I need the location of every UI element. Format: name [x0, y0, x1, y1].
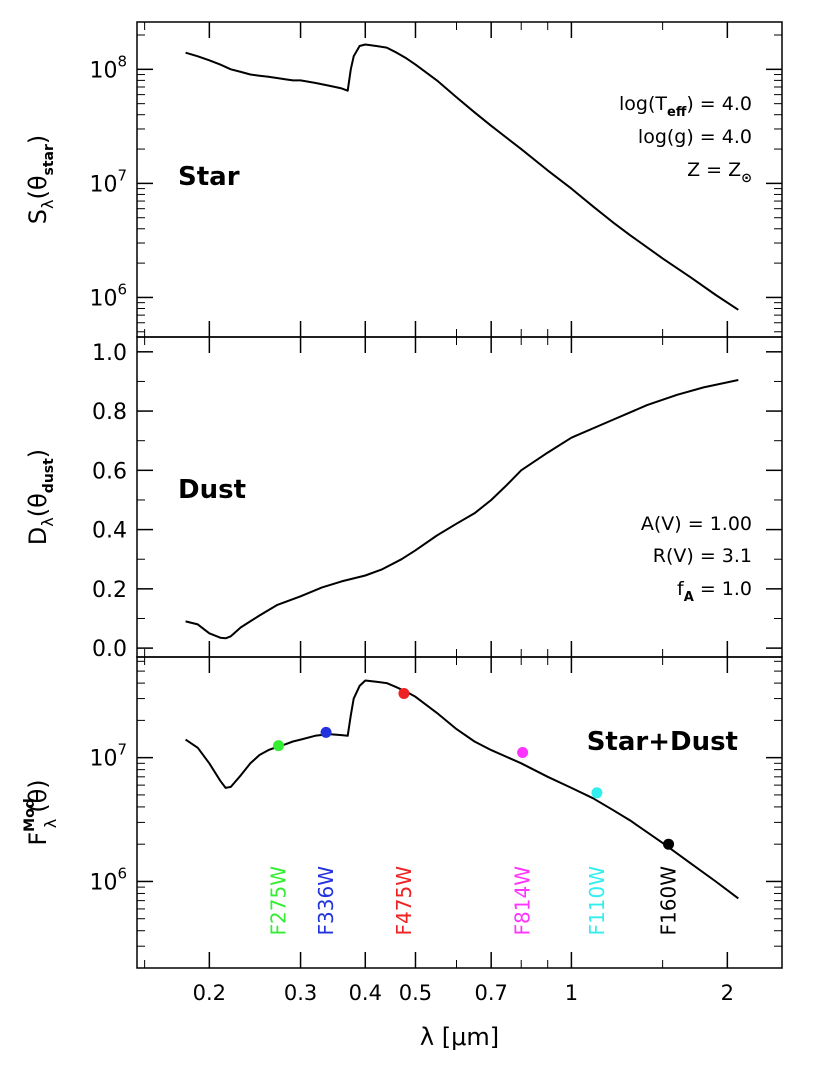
- parameter-annotation: log(g) = 4.0: [638, 126, 752, 148]
- filter-point: [517, 747, 529, 759]
- y-axis-label-argument: (θ: [24, 493, 52, 517]
- series-line: [185, 43, 739, 311]
- filter-point: [663, 838, 675, 850]
- annotation-subscript: ⊙: [741, 171, 752, 186]
- y-tick-label: 108: [89, 52, 127, 83]
- filter-label: F336W: [314, 866, 338, 936]
- x-tick-label: 1: [565, 981, 578, 1005]
- annotation-text: R(V) = 3.1: [653, 545, 752, 567]
- series-line: [185, 679, 739, 900]
- y-tick-label: 107: [89, 741, 127, 772]
- y-tick-label: 1.0: [92, 341, 127, 366]
- parameter-annotation: R(V) = 3.1: [653, 545, 752, 567]
- y-tick-label: 107: [89, 166, 127, 197]
- y-axis-label-subscript: λ: [38, 200, 57, 209]
- x-tick-label: 0.2: [193, 981, 226, 1005]
- y-axis-label: Dλ(θdust): [24, 449, 57, 545]
- filter-point: [320, 726, 332, 738]
- plot-frame: [136, 656, 783, 969]
- x-axis-label: λ [μm]: [420, 1023, 499, 1051]
- filter-point: [591, 787, 603, 799]
- panel-dust: 0.0 0.2 0.4 0.6 0.8 1.0 Dλ(θdust) Dust A(V) = 1.…: [24, 336, 783, 662]
- y-axis-label-main: F: [24, 832, 52, 846]
- y-tick-exponent: 6: [117, 280, 127, 298]
- y-axis-label: Sλ(θstar): [24, 135, 57, 225]
- panel-label: Star: [178, 162, 240, 192]
- y-axis-label-close: ): [24, 135, 52, 144]
- annotation-text: f: [677, 578, 685, 600]
- y-axis-label-argument-subscript: dust: [41, 458, 57, 493]
- y-axis-label-main: D: [24, 527, 52, 545]
- x-tick-label: 0.3: [284, 981, 317, 1005]
- y-axis-label-superscript: Mod: [22, 798, 38, 832]
- annotation-subscript: A: [684, 590, 694, 605]
- y-tick-label: 0.0: [92, 637, 127, 662]
- y-tick-base: 10: [89, 58, 117, 83]
- y-tick-label: 106: [89, 864, 127, 895]
- filter-label: F275W: [267, 866, 291, 936]
- filter-point: [398, 687, 410, 699]
- x-tick-label: 0.7: [474, 981, 507, 1005]
- y-tick-exponent: 7: [117, 741, 127, 759]
- series-line: [185, 379, 739, 640]
- y-axis-label: FMod λ (θ): [22, 779, 60, 845]
- y-tick-exponent: 7: [117, 166, 127, 184]
- annotation-text: ) = 4.0: [686, 93, 752, 115]
- y-tick-base: 10: [89, 870, 117, 895]
- parameter-annotation: Z = Z⊙: [687, 159, 752, 186]
- y-tick-base: 10: [89, 172, 117, 197]
- annotation-text: A(V) = 1.00: [641, 513, 752, 535]
- panel-label: Star+Dust: [587, 727, 738, 757]
- y-tick-exponent: 6: [117, 864, 127, 882]
- y-axis-label-argument: (θ): [24, 779, 52, 812]
- filter-label: F160W: [657, 866, 681, 936]
- y-tick-base: 1.0: [92, 341, 127, 366]
- annotation-subscript: eff: [667, 105, 687, 120]
- y-axis-label-argument-subscript: star: [41, 144, 57, 175]
- y-tick-label: 106: [89, 280, 127, 311]
- y-tick-label: 0.4: [92, 519, 127, 544]
- y-tick-base: 0.6: [92, 459, 127, 484]
- y-tick-exponent: 8: [117, 52, 127, 70]
- y-tick-base: 0.8: [92, 400, 127, 425]
- x-axis: 0.2 0.3 0.4 0.5 0.7 1 2 λ [μm]: [193, 981, 734, 1051]
- x-tick-label: 0.4: [349, 981, 382, 1005]
- y-axis-label-main: S: [24, 209, 52, 224]
- filter-label: F110W: [585, 866, 609, 936]
- y-tick-label: 0.2: [92, 578, 127, 603]
- panel-label: Dust: [178, 475, 246, 505]
- y-axis-label-argument: (θ: [24, 176, 52, 200]
- y-tick-base: 0.2: [92, 578, 127, 603]
- annotation-text: Z = Z: [687, 159, 741, 181]
- annotation-text: = 1.0: [694, 578, 752, 600]
- parameter-annotation: fA = 1.0: [677, 578, 752, 605]
- parameter-annotation: A(V) = 1.00: [641, 513, 752, 535]
- filter-label: F814W: [511, 866, 535, 936]
- y-tick-label: 0.8: [92, 400, 127, 425]
- filter-label: F475W: [392, 866, 416, 936]
- y-axis-label-subscript: λ: [38, 517, 57, 526]
- annotation-text: log(T: [619, 93, 667, 115]
- annotation-text: log(g) = 4.0: [638, 126, 752, 148]
- y-tick-base: 0.0: [92, 637, 127, 662]
- y-axis-label-close: ): [24, 449, 52, 458]
- y-tick-base: 0.4: [92, 519, 127, 544]
- filter-point: [273, 740, 285, 752]
- x-tick-label: 2: [721, 981, 734, 1005]
- y-tick-base: 10: [89, 286, 117, 311]
- y-axis-label-subscript: λ: [41, 819, 60, 828]
- y-tick-label: 0.6: [92, 459, 127, 484]
- x-tick-label: 0.5: [399, 981, 432, 1005]
- parameter-annotation: log(Teff) = 4.0: [619, 93, 752, 120]
- y-tick-base: 10: [89, 747, 117, 772]
